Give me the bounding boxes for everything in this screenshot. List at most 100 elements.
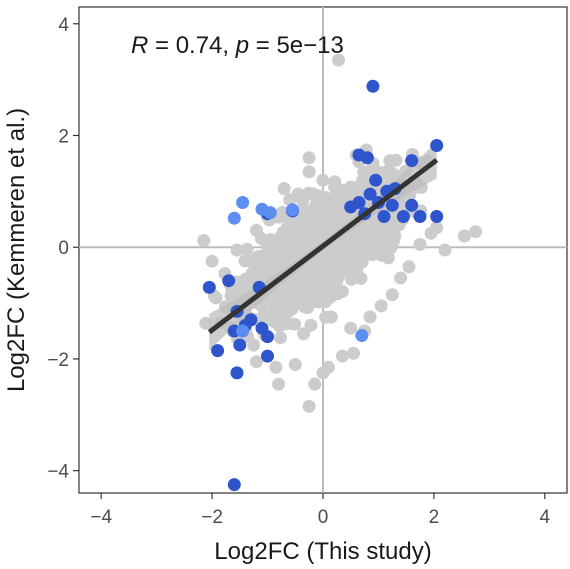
correlation-annotation: R = 0.74, p = 5e−13: [131, 32, 344, 59]
y-tick-label: −2: [47, 350, 69, 371]
y-axis-ticks: −4 −2 0 2 4: [47, 15, 79, 483]
dark-blue-point: [366, 79, 380, 93]
grey-point: [269, 360, 283, 374]
y-tick-label: 2: [58, 126, 69, 147]
dark-blue-point: [352, 148, 366, 162]
grey-point: [430, 221, 444, 235]
grey-point: [402, 260, 416, 274]
dark-blue-point: [261, 349, 274, 363]
grey-point: [297, 327, 311, 341]
grey-point: [413, 237, 427, 251]
x-axis-title: Log2FC (This study): [214, 538, 431, 565]
grey-point: [247, 338, 261, 352]
grey-point: [357, 244, 371, 258]
grey-point: [272, 377, 286, 391]
grey-point: [374, 299, 388, 313]
x-tick-label: −4: [90, 507, 112, 528]
grey-point: [291, 187, 305, 201]
dark-blue-point: [261, 330, 274, 344]
grey-point: [238, 254, 252, 268]
grey-point: [308, 377, 322, 391]
dark-blue-point: [405, 198, 419, 212]
light-blue-point: [355, 329, 369, 342]
grey-point: [381, 251, 395, 265]
grey-point: [276, 205, 289, 219]
grey-point: [267, 245, 281, 259]
grey-point: [292, 240, 306, 254]
x-tick-label: 4: [540, 507, 551, 528]
dark-blue-point: [202, 280, 216, 294]
grey-point: [320, 196, 334, 209]
grey-point: [209, 291, 223, 305]
grey-point: [257, 255, 271, 269]
grey-point: [304, 318, 318, 332]
grey-point: [250, 355, 263, 369]
dark-blue-point: [369, 173, 383, 187]
light-blue-point: [286, 203, 299, 217]
dark-blue-point: [233, 338, 247, 352]
light-blue-point: [236, 324, 250, 338]
grey-point: [277, 310, 291, 324]
dark-blue-point: [396, 210, 410, 223]
grey-point: [302, 151, 316, 165]
grey-point: [316, 173, 330, 187]
grey-point: [304, 232, 317, 246]
grey-point: [344, 321, 358, 335]
grey-point: [306, 187, 320, 201]
grey-point: [335, 244, 349, 257]
dark-blue-point: [405, 154, 419, 168]
grey-point: [332, 53, 345, 67]
x-tick-label: 0: [318, 507, 329, 528]
dark-blue-point: [230, 366, 244, 380]
grey-point: [438, 243, 452, 257]
grey-point: [330, 184, 344, 198]
grey-point: [324, 310, 338, 324]
grey-point: [288, 358, 302, 371]
dark-blue-point: [430, 210, 444, 223]
grey-point: [349, 256, 363, 270]
grey-point: [250, 223, 263, 237]
x-tick-label: −2: [201, 507, 223, 528]
grey-point: [271, 300, 285, 314]
grey-point: [385, 288, 399, 302]
dark-blue-point: [352, 196, 366, 209]
grey-point: [394, 271, 408, 285]
grey-point: [301, 299, 315, 312]
grey-point: [302, 399, 316, 413]
dark-blue-point: [211, 344, 225, 358]
grey-point: [205, 254, 219, 268]
grey-point: [354, 271, 368, 285]
grey-point: [288, 317, 302, 331]
light-blue-point: [227, 211, 241, 225]
light-blue-point: [236, 196, 250, 209]
grey-point: [293, 287, 307, 301]
dark-blue-point: [430, 139, 444, 152]
grey-point: [304, 270, 318, 284]
y-tick-label: 0: [58, 238, 69, 259]
grey-point: [302, 165, 316, 179]
grey-point: [335, 349, 349, 363]
grey-point: [274, 331, 287, 345]
x-axis-ticks: −4 −2 0 2 4: [90, 493, 551, 528]
grey-point: [469, 225, 482, 239]
grey-point: [386, 167, 399, 181]
y-tick-label: −4: [47, 462, 69, 483]
grey-point: [257, 309, 271, 323]
x-tick-label: 2: [429, 507, 440, 528]
dark-blue-point: [227, 478, 241, 492]
y-tick-label: 4: [58, 15, 69, 36]
dark-blue-point: [222, 274, 236, 288]
grey-point: [347, 346, 360, 360]
grey-point: [330, 274, 344, 288]
y-axis-title: Log2FC (Kemmeren et al.): [3, 108, 30, 392]
dark-blue-point: [377, 210, 391, 223]
grey-point: [197, 234, 211, 247]
grey-point: [230, 243, 244, 257]
grey-point: [199, 316, 213, 330]
regression-line: [207, 158, 439, 335]
grey-point: [322, 360, 335, 374]
grey-point: [383, 154, 397, 168]
grey-point: [292, 270, 305, 284]
grey-point: [363, 310, 377, 324]
